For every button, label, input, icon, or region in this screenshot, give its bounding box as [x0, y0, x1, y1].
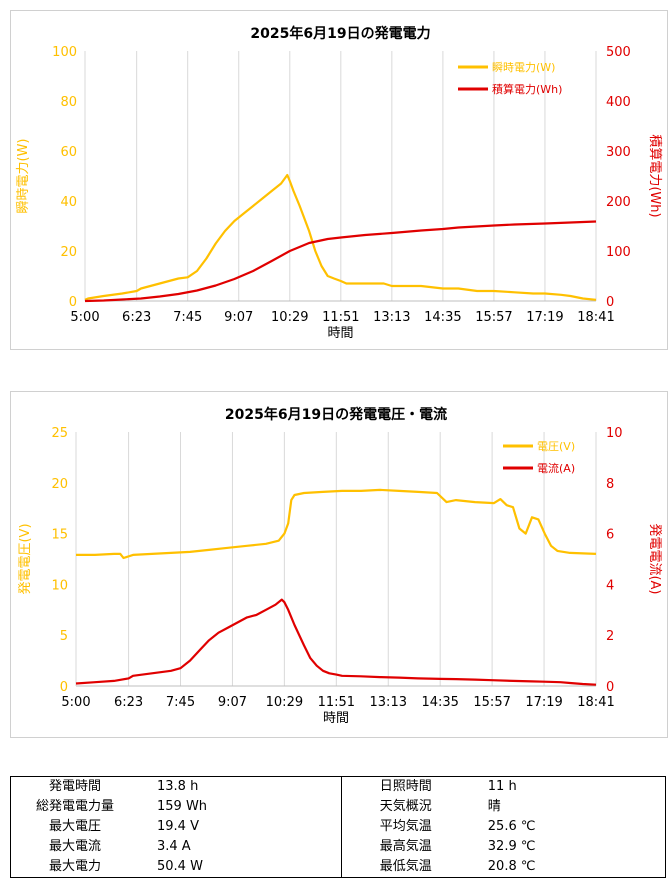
y-right-tick-label: 200 — [606, 195, 631, 210]
series-line-left — [76, 488, 597, 560]
series-line-right — [75, 598, 597, 686]
x-axis-label: 時間 — [323, 711, 349, 726]
series-line-right — [84, 220, 597, 303]
series-line-left — [84, 173, 597, 301]
x-tick-label: 6:23 — [114, 695, 143, 710]
y-left-tick-label: 80 — [60, 95, 77, 110]
summary-value: 晴 — [487, 799, 501, 814]
y-left-tick-label: 40 — [60, 195, 77, 210]
x-tick-label: 5:00 — [61, 695, 90, 710]
y-right-axis-label: 発電電流(A) — [647, 523, 662, 594]
legend-label: 積算電力(Wh) — [492, 82, 562, 96]
summary-key: 天気概況 — [340, 797, 470, 817]
x-tick-label: 11:51 — [322, 310, 359, 325]
x-tick-label: 10:29 — [266, 695, 303, 710]
y-left-tick-label: 0 — [69, 295, 77, 310]
x-tick-label: 13:13 — [370, 695, 407, 710]
x-tick-label: 18:41 — [577, 310, 614, 325]
summary-table: 発電時間 13.8 h 日照時間 11 h 総発電電力量 159 Wh 天気概況… — [10, 776, 666, 878]
y-right-tick-label: 100 — [606, 245, 631, 260]
table-row: 総発電電力量 159 Wh 天気概況 晴 — [11, 797, 666, 817]
summary-key: 平均気温 — [340, 817, 470, 837]
y-right-tick-label: 500 — [606, 45, 631, 60]
summary-key: 最高気温 — [340, 837, 470, 857]
summary-value: 20.8 ℃ — [487, 859, 536, 874]
x-tick-label: 15:57 — [473, 695, 510, 710]
summary-key: 日照時間 — [340, 776, 470, 797]
summary-key: 最大電力 — [48, 859, 101, 874]
power-chart-panel: 2025年6月19日の発電電力 5:00 6:23 7:45 9:07 10:29 11:5… — [10, 10, 668, 350]
summary-value: 25.6 ℃ — [487, 819, 536, 834]
table-row: 最大電圧 19.4 V 平均気温 25.6 ℃ — [11, 817, 666, 837]
voltage-current-chart-panel: 2025年6月19日の発電電圧・電流 5:00 6:23 7:45 9:07 10:29 1… — [10, 391, 668, 738]
summary-key: 発電時間 — [48, 779, 101, 794]
summary-value: 19.4 V — [157, 819, 199, 834]
y-left-tick-label: 0 — [60, 680, 68, 695]
y-left-axis-label: 発電電圧(V) — [18, 523, 33, 594]
x-tick-label: 17:19 — [526, 310, 563, 325]
legend-label: 瞬時電力(W) — [492, 61, 555, 74]
y-left-axis-label: 瞬時電力(W) — [16, 139, 31, 214]
x-tick-label: 18:41 — [577, 695, 614, 710]
y-right-tick-label: 8 — [606, 477, 614, 492]
legend-label: 電圧(V) — [537, 440, 575, 453]
y-left-tick-label: 20 — [60, 245, 77, 260]
summary-key: 最低気温 — [340, 857, 470, 878]
y-right-tick-label: 0 — [606, 295, 614, 310]
summary-value: 3.4 A — [157, 839, 191, 854]
y-right-tick-label: 400 — [606, 95, 631, 110]
x-tick-label: 6:23 — [122, 310, 151, 325]
summary-key: 最大電流 — [48, 839, 101, 854]
y-right-tick-label: 4 — [606, 578, 614, 593]
y-right-tick-label: 2 — [606, 629, 614, 644]
summary-value: 11 h — [487, 779, 517, 794]
x-tick-label: 7:45 — [166, 695, 195, 710]
summary-key: 最大電圧 — [48, 819, 101, 834]
table-row: 発電時間 13.8 h 日照時間 11 h — [11, 776, 666, 797]
summary-value: 50.4 W — [157, 859, 203, 874]
x-tick-label: 5:00 — [70, 310, 99, 325]
y-left-tick-label: 20 — [51, 477, 68, 492]
x-tick-label: 15:57 — [475, 310, 512, 325]
x-axis-label: 時間 — [327, 326, 353, 341]
chart-title: 2025年6月19日の発電電力 — [250, 25, 430, 42]
legend-label: 電流(A) — [537, 461, 575, 475]
x-tick-label: 11:51 — [318, 695, 355, 710]
x-tick-label: 14:35 — [424, 310, 461, 325]
x-tick-label: 17:19 — [525, 695, 562, 710]
voltage-current-chart: 2025年6月19日の発電電圧・電流 5:00 6:23 7:45 9:07 10:29 1… — [18, 406, 662, 726]
x-tick-label: 10:29 — [271, 310, 308, 325]
chart-title: 2025年6月19日の発電電圧・電流 — [225, 406, 447, 423]
power-chart: 2025年6月19日の発電電力 5:00 6:23 7:45 9:07 10:29 11:5… — [16, 25, 662, 341]
y-right-tick-label: 300 — [606, 145, 631, 160]
y-left-tick-label: 15 — [51, 528, 68, 543]
y-right-axis-label: 積算電力(Wh) — [647, 134, 662, 217]
summary-key: 総発電電力量 — [35, 799, 114, 814]
x-tick-label: 7:45 — [173, 310, 202, 325]
y-left-tick-label: 60 — [60, 145, 77, 160]
y-right-tick-label: 0 — [606, 680, 614, 695]
y-left-tick-label: 5 — [60, 629, 68, 644]
y-right-tick-label: 6 — [606, 528, 614, 543]
y-left-tick-label: 25 — [51, 426, 68, 441]
y-right-tick-label: 10 — [606, 426, 623, 441]
x-tick-label: 9:07 — [218, 695, 247, 710]
summary-value: 32.9 ℃ — [487, 839, 536, 854]
table-row: 最大電流 3.4 A 最高気温 32.9 ℃ — [11, 837, 666, 857]
x-tick-label: 14:35 — [421, 695, 458, 710]
y-left-tick-label: 10 — [51, 578, 68, 593]
y-left-tick-label: 100 — [52, 45, 77, 60]
summary-value: 159 Wh — [157, 799, 208, 814]
x-tick-label: 9:07 — [224, 310, 253, 325]
table-row: 最大電力 50.4 W 最低気温 20.8 ℃ — [11, 857, 666, 878]
summary-value: 13.8 h — [157, 779, 199, 794]
x-tick-label: 13:13 — [373, 310, 410, 325]
